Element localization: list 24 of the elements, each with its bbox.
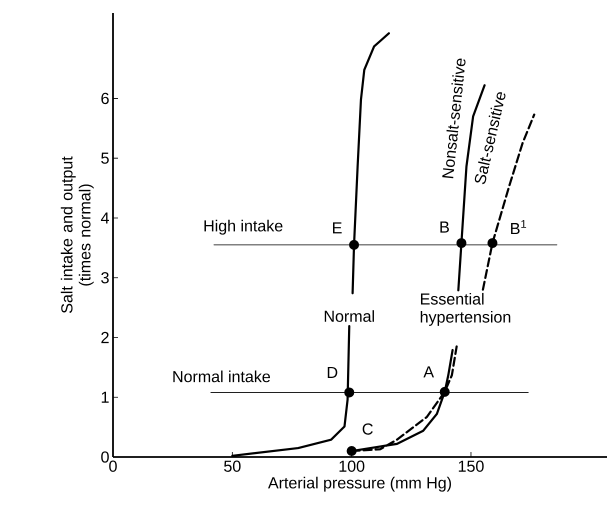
annotation: Essential hypertension	[420, 292, 510, 326]
annotation: B	[440, 222, 449, 233]
annotation: E	[333, 222, 342, 234]
annotation: D	[328, 366, 338, 378]
x-tick-label: 100	[340, 460, 364, 472]
y-tick-label: 4	[100, 212, 109, 224]
y-tick-label: 0	[101, 451, 109, 463]
y-tick-label: 6	[101, 92, 109, 104]
annotation: B$^{1}$	[511, 220, 526, 234]
x-tick-label: 50	[224, 460, 241, 472]
text: Nonsalt-sensitive	[442, 58, 466, 178]
annotation: High intake	[204, 220, 282, 235]
y-tick-label: 1	[102, 392, 109, 403]
x-tick-label: 0	[109, 460, 117, 472]
x-tick-label: 150	[458, 460, 484, 472]
x-axis-title: Arterial pressure (mm Hg)	[268, 476, 451, 492]
annotation: Normal intake	[173, 370, 270, 382]
y-tick-label: 2	[101, 332, 109, 344]
y-tick-label: 5	[101, 152, 109, 164]
series-label: Normal	[324, 310, 374, 322]
annotation: C	[362, 423, 373, 435]
annotation: A	[423, 366, 434, 378]
y-axis-title: Salt intake and output (times normal)	[60, 156, 94, 313]
y-tick-label: 3	[101, 272, 109, 284]
